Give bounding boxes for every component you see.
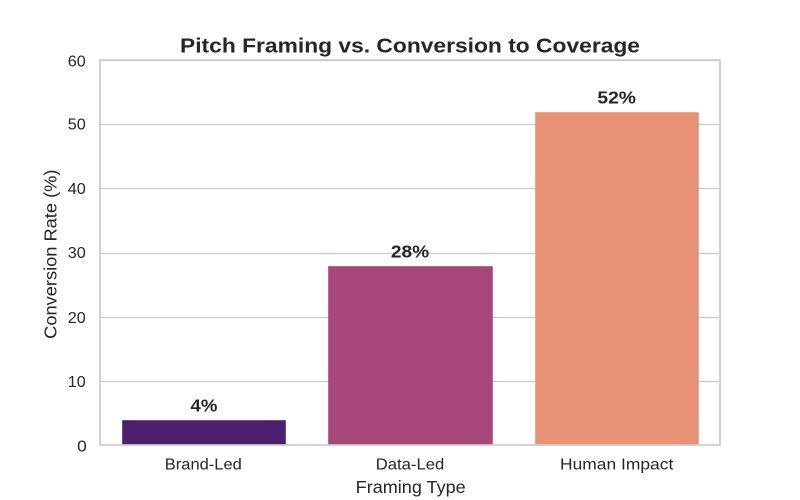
svg-text:30: 30 <box>68 245 86 262</box>
svg-text:0: 0 <box>77 438 87 455</box>
svg-text:60: 60 <box>68 53 86 70</box>
svg-text:Human Impact: Human Impact <box>560 457 674 474</box>
svg-text:50: 50 <box>68 117 86 134</box>
svg-text:40: 40 <box>68 181 86 198</box>
svg-text:28%: 28% <box>391 242 430 262</box>
svg-text:Conversion Rate (%): Conversion Rate (%) <box>41 170 61 339</box>
svg-text:10: 10 <box>68 374 86 391</box>
svg-text:4%: 4% <box>191 396 218 416</box>
svg-text:Pitch Framing vs. Conversion t: Pitch Framing vs. Conversion to Coverage <box>180 35 640 57</box>
svg-text:20: 20 <box>68 310 86 327</box>
svg-text:52%: 52% <box>597 88 636 108</box>
svg-text:Framing Type: Framing Type <box>356 477 466 497</box>
svg-text:Brand-Led: Brand-Led <box>165 457 242 474</box>
svg-text:Data-Led: Data-Led <box>376 457 445 474</box>
